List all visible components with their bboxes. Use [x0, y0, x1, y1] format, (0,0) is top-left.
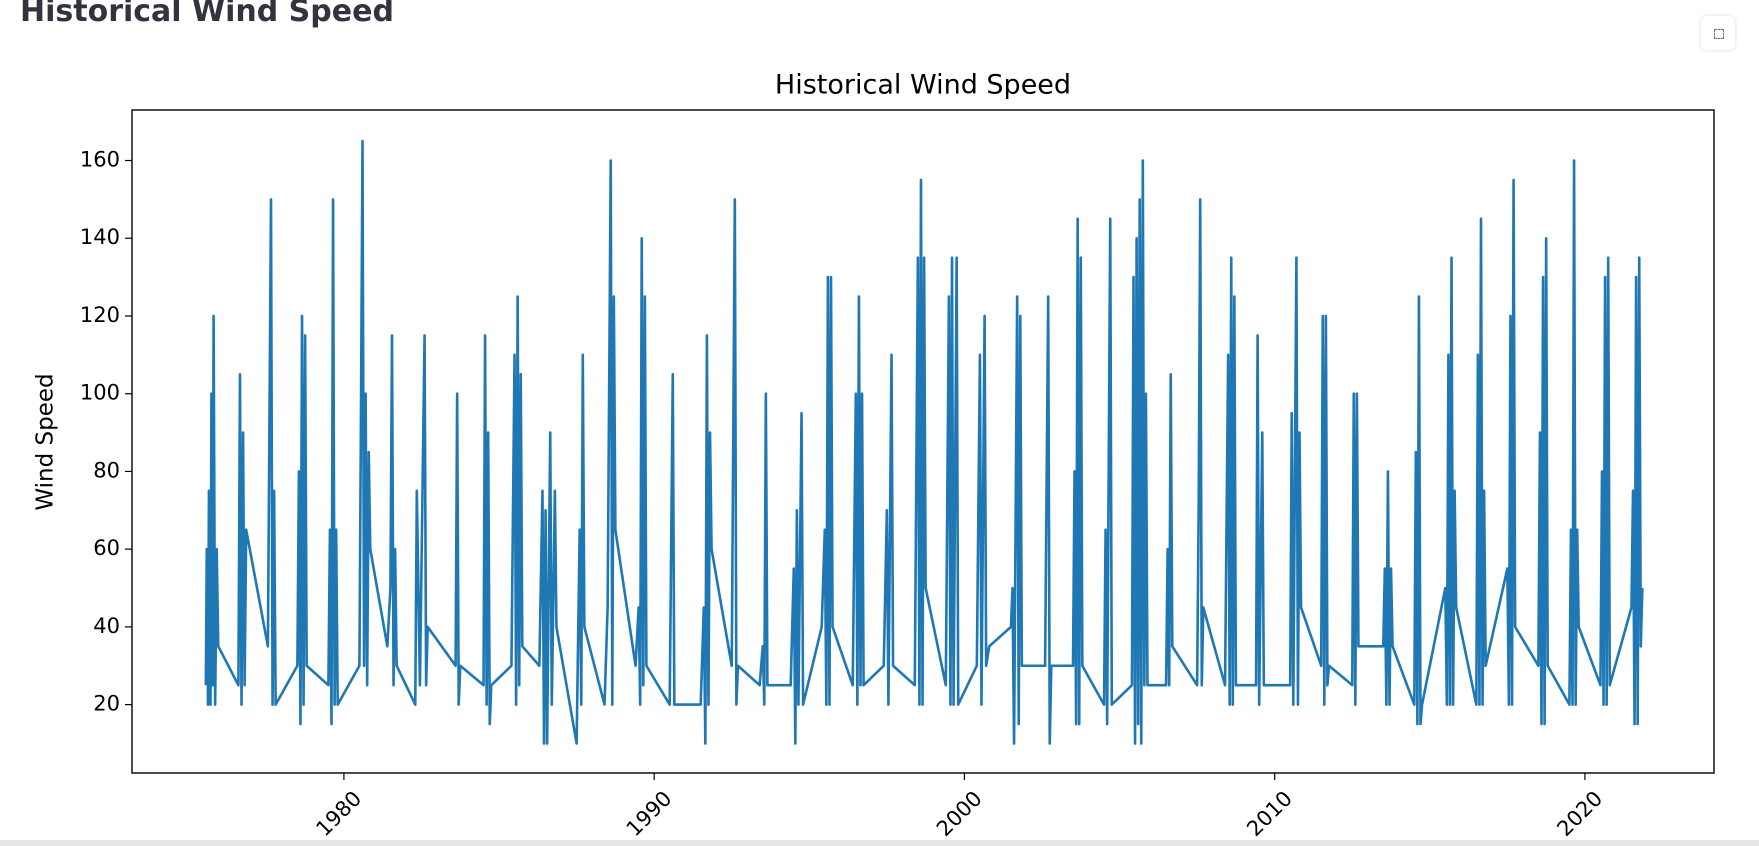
data-line	[204, 139, 1644, 745]
bottom-bar	[0, 840, 1759, 846]
y-tick-label: 120	[80, 303, 120, 327]
y-tick-label: 140	[80, 225, 120, 249]
y-tick-label: 60	[93, 536, 120, 560]
y-tick-label: 20	[93, 692, 120, 716]
x-tick-label: 1990	[622, 786, 677, 841]
chart-title: Historical Wind Speed	[775, 70, 1071, 101]
fullscreen-button[interactable]	[1701, 16, 1735, 50]
y-tick-label: 40	[93, 614, 120, 638]
y-tick-label: 100	[80, 381, 120, 405]
page-title: Historical Wind Speed	[20, 0, 394, 29]
y-tick-label: 80	[93, 458, 120, 482]
x-tick-label: 2020	[1552, 786, 1607, 841]
x-tick-label: 2000	[932, 786, 987, 841]
y-axis-label: Wind Speed	[33, 373, 59, 510]
x-tick-label: 1980	[311, 786, 366, 841]
y-tick-label: 160	[80, 148, 120, 172]
x-tick-label: 2010	[1242, 786, 1297, 841]
plot-frame	[131, 109, 1715, 774]
